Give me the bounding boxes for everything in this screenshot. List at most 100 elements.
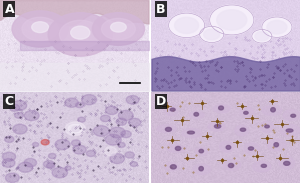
Ellipse shape (24, 111, 39, 121)
Ellipse shape (65, 166, 71, 170)
Ellipse shape (116, 118, 127, 125)
Ellipse shape (5, 173, 19, 182)
Ellipse shape (32, 22, 49, 33)
Ellipse shape (226, 145, 231, 149)
Ellipse shape (176, 146, 181, 150)
Ellipse shape (104, 147, 116, 156)
Ellipse shape (188, 131, 194, 134)
Ellipse shape (286, 129, 293, 132)
Ellipse shape (167, 145, 186, 152)
Ellipse shape (130, 162, 137, 167)
Ellipse shape (265, 125, 269, 128)
Ellipse shape (44, 160, 54, 168)
Ellipse shape (78, 117, 85, 122)
Ellipse shape (199, 167, 203, 171)
Ellipse shape (12, 11, 68, 47)
Ellipse shape (262, 17, 292, 37)
Ellipse shape (268, 139, 286, 151)
Text: D: D (156, 95, 166, 108)
Ellipse shape (244, 143, 260, 154)
Ellipse shape (271, 108, 275, 112)
Ellipse shape (24, 158, 37, 167)
Ellipse shape (170, 165, 176, 169)
Ellipse shape (208, 123, 225, 131)
Ellipse shape (261, 164, 266, 167)
Ellipse shape (111, 22, 126, 32)
Ellipse shape (118, 110, 133, 120)
Ellipse shape (219, 106, 224, 110)
Ellipse shape (210, 5, 254, 35)
Ellipse shape (101, 18, 135, 40)
Ellipse shape (252, 29, 272, 43)
Text: A: A (4, 3, 14, 16)
Ellipse shape (274, 143, 278, 147)
Ellipse shape (128, 118, 141, 126)
Ellipse shape (200, 26, 224, 43)
Ellipse shape (255, 31, 269, 41)
Ellipse shape (262, 106, 282, 115)
Ellipse shape (52, 167, 68, 178)
Ellipse shape (72, 126, 80, 132)
Ellipse shape (220, 141, 234, 152)
Ellipse shape (32, 142, 39, 147)
Ellipse shape (267, 20, 287, 34)
Ellipse shape (240, 107, 254, 118)
Ellipse shape (240, 128, 246, 131)
Ellipse shape (280, 125, 300, 136)
Ellipse shape (68, 124, 82, 133)
Ellipse shape (199, 149, 203, 153)
Ellipse shape (284, 161, 290, 165)
Ellipse shape (110, 154, 124, 164)
Ellipse shape (22, 17, 58, 41)
Ellipse shape (76, 102, 84, 108)
Ellipse shape (82, 95, 97, 105)
Ellipse shape (92, 13, 145, 45)
Ellipse shape (157, 125, 176, 132)
Ellipse shape (105, 134, 121, 145)
Ellipse shape (195, 147, 208, 155)
Ellipse shape (12, 100, 27, 110)
Ellipse shape (248, 147, 253, 150)
Ellipse shape (283, 110, 300, 120)
Ellipse shape (175, 17, 199, 33)
Ellipse shape (13, 124, 27, 134)
Ellipse shape (189, 111, 204, 119)
Ellipse shape (253, 161, 271, 172)
Ellipse shape (2, 152, 16, 161)
Ellipse shape (169, 13, 205, 38)
Ellipse shape (2, 159, 15, 167)
Ellipse shape (118, 142, 125, 147)
Ellipse shape (73, 145, 86, 154)
Ellipse shape (65, 98, 78, 107)
Ellipse shape (109, 127, 125, 138)
Ellipse shape (193, 164, 210, 175)
Ellipse shape (164, 163, 179, 171)
Ellipse shape (9, 104, 20, 111)
Ellipse shape (170, 108, 175, 111)
Ellipse shape (41, 139, 49, 145)
Ellipse shape (291, 114, 296, 117)
Ellipse shape (46, 163, 55, 169)
Ellipse shape (260, 121, 273, 133)
Ellipse shape (71, 140, 81, 146)
Ellipse shape (18, 162, 33, 172)
Ellipse shape (279, 157, 295, 169)
Ellipse shape (194, 113, 199, 116)
Ellipse shape (223, 160, 241, 170)
Ellipse shape (182, 129, 201, 138)
Ellipse shape (48, 13, 112, 56)
Ellipse shape (15, 112, 23, 118)
Ellipse shape (100, 115, 110, 122)
Ellipse shape (204, 29, 220, 40)
Ellipse shape (65, 122, 85, 135)
Ellipse shape (55, 139, 70, 150)
Ellipse shape (217, 10, 247, 30)
Ellipse shape (213, 105, 230, 113)
Text: B: B (156, 3, 165, 16)
Ellipse shape (235, 125, 248, 136)
Ellipse shape (4, 136, 14, 142)
Ellipse shape (106, 106, 118, 115)
Ellipse shape (166, 127, 172, 131)
Ellipse shape (244, 111, 248, 114)
Ellipse shape (93, 126, 109, 136)
